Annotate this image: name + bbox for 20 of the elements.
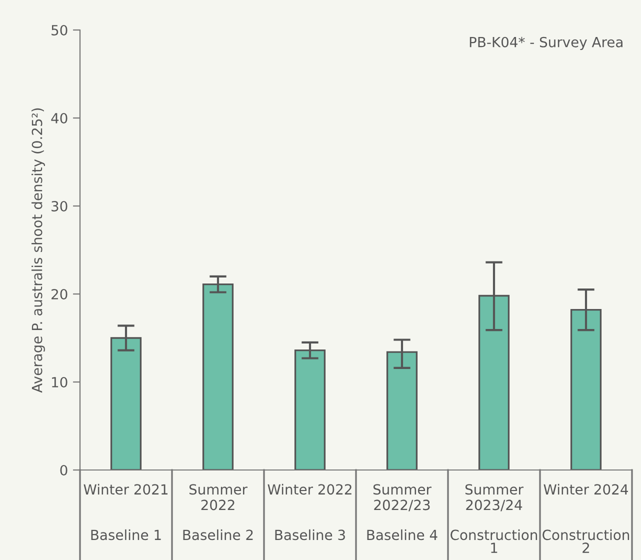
y-tick-label: 30 xyxy=(52,200,68,212)
chart-title: PB-K04* - Survey Area xyxy=(470,36,622,50)
x-tick-label: Summer 2022 xyxy=(189,484,248,510)
y-tick-label: 10 xyxy=(52,376,68,388)
x-tick-label: Summer 2023/24 xyxy=(465,484,524,512)
text: Baseline 4 xyxy=(367,529,438,540)
y-tick-label: 50 xyxy=(52,24,68,36)
y-tick-label: 20 xyxy=(52,288,68,300)
y-axis-title: Average P. australis shoot density (0.25²) xyxy=(32,108,45,393)
x-tick-label: Winter 2021 xyxy=(84,484,168,495)
y-tick-label: 0 xyxy=(60,464,68,476)
text: Baseline 3 xyxy=(275,529,345,540)
x-tick-label: Winter 2022 xyxy=(268,484,352,495)
text: Baseline 2 xyxy=(183,529,253,540)
x-tick-label: Summer 2022/23 xyxy=(373,484,432,512)
y-tick-label: 40 xyxy=(51,112,68,124)
text: Construction 1 xyxy=(450,529,538,553)
x-tick-label: Winter 2024 xyxy=(544,484,628,495)
text: Baseline 1 xyxy=(91,529,161,540)
text: Construction 2 xyxy=(542,529,630,553)
